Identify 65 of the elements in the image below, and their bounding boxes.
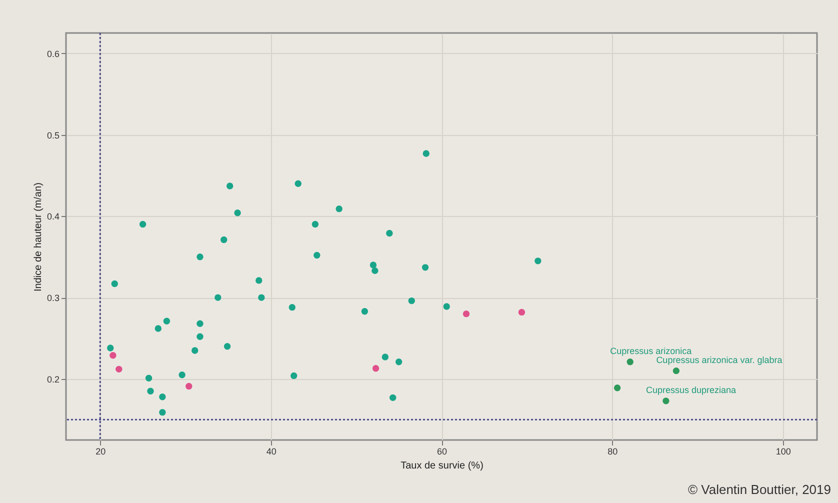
point — [234, 210, 241, 216]
point — [110, 352, 116, 359]
point — [256, 277, 262, 284]
point — [370, 262, 377, 268]
annotation: Cupressus dupreziana — [646, 384, 736, 395]
point — [196, 333, 204, 340]
point — [422, 264, 429, 271]
point — [361, 308, 368, 315]
y-tick-label: 0.4 — [46, 212, 60, 222]
point — [186, 382, 192, 390]
point — [372, 365, 380, 372]
y-tick-label: 0.2 — [46, 374, 60, 384]
point — [382, 354, 389, 360]
point — [312, 220, 319, 228]
y-tick-label: 0.3 — [46, 293, 60, 304]
point — [672, 367, 680, 374]
point — [224, 343, 231, 350]
point — [518, 308, 526, 316]
point — [111, 280, 118, 288]
annotation: Cupressus arizonica var. glabra — [656, 354, 782, 365]
x-tick-label: 20 — [96, 446, 106, 456]
point — [154, 325, 162, 332]
annotation: Cupressus arizonica — [610, 346, 692, 356]
point — [422, 150, 430, 157]
point — [395, 358, 402, 366]
point — [214, 294, 222, 301]
point — [159, 394, 166, 400]
point — [534, 258, 542, 264]
point — [390, 394, 396, 402]
point — [178, 372, 186, 378]
y-tick-label: 0.5 — [46, 130, 60, 140]
point — [662, 398, 670, 404]
point — [196, 320, 204, 327]
x-tick-label: 60 — [436, 446, 448, 456]
point — [614, 384, 621, 392]
point — [107, 344, 114, 352]
point — [139, 220, 146, 228]
point — [145, 374, 152, 382]
point — [290, 372, 298, 380]
x-tick-label: 40 — [266, 446, 276, 456]
text: © Valentin Bouttier, 2019 — [688, 482, 831, 497]
point — [220, 236, 228, 244]
point — [294, 180, 302, 187]
point — [443, 303, 450, 310]
point — [159, 408, 166, 416]
point — [626, 358, 634, 366]
y-tick-label: 0.6 — [46, 48, 60, 59]
point — [314, 252, 320, 259]
point — [226, 182, 234, 190]
point — [288, 304, 296, 311]
point — [116, 366, 122, 373]
point — [196, 254, 204, 260]
point — [462, 310, 470, 318]
point — [163, 318, 170, 325]
point — [258, 294, 265, 301]
y-axis-title: Indice de hauteur (m/an) — [32, 182, 44, 292]
point — [192, 347, 198, 354]
x-axis-title: Taux de survie (%) — [400, 460, 484, 472]
point — [336, 205, 342, 212]
x-tick-label: 80 — [608, 446, 618, 456]
point — [386, 230, 393, 237]
point — [372, 267, 378, 274]
x-tick-label: 100 — [776, 446, 791, 456]
point — [408, 297, 415, 304]
point — [147, 388, 154, 395]
